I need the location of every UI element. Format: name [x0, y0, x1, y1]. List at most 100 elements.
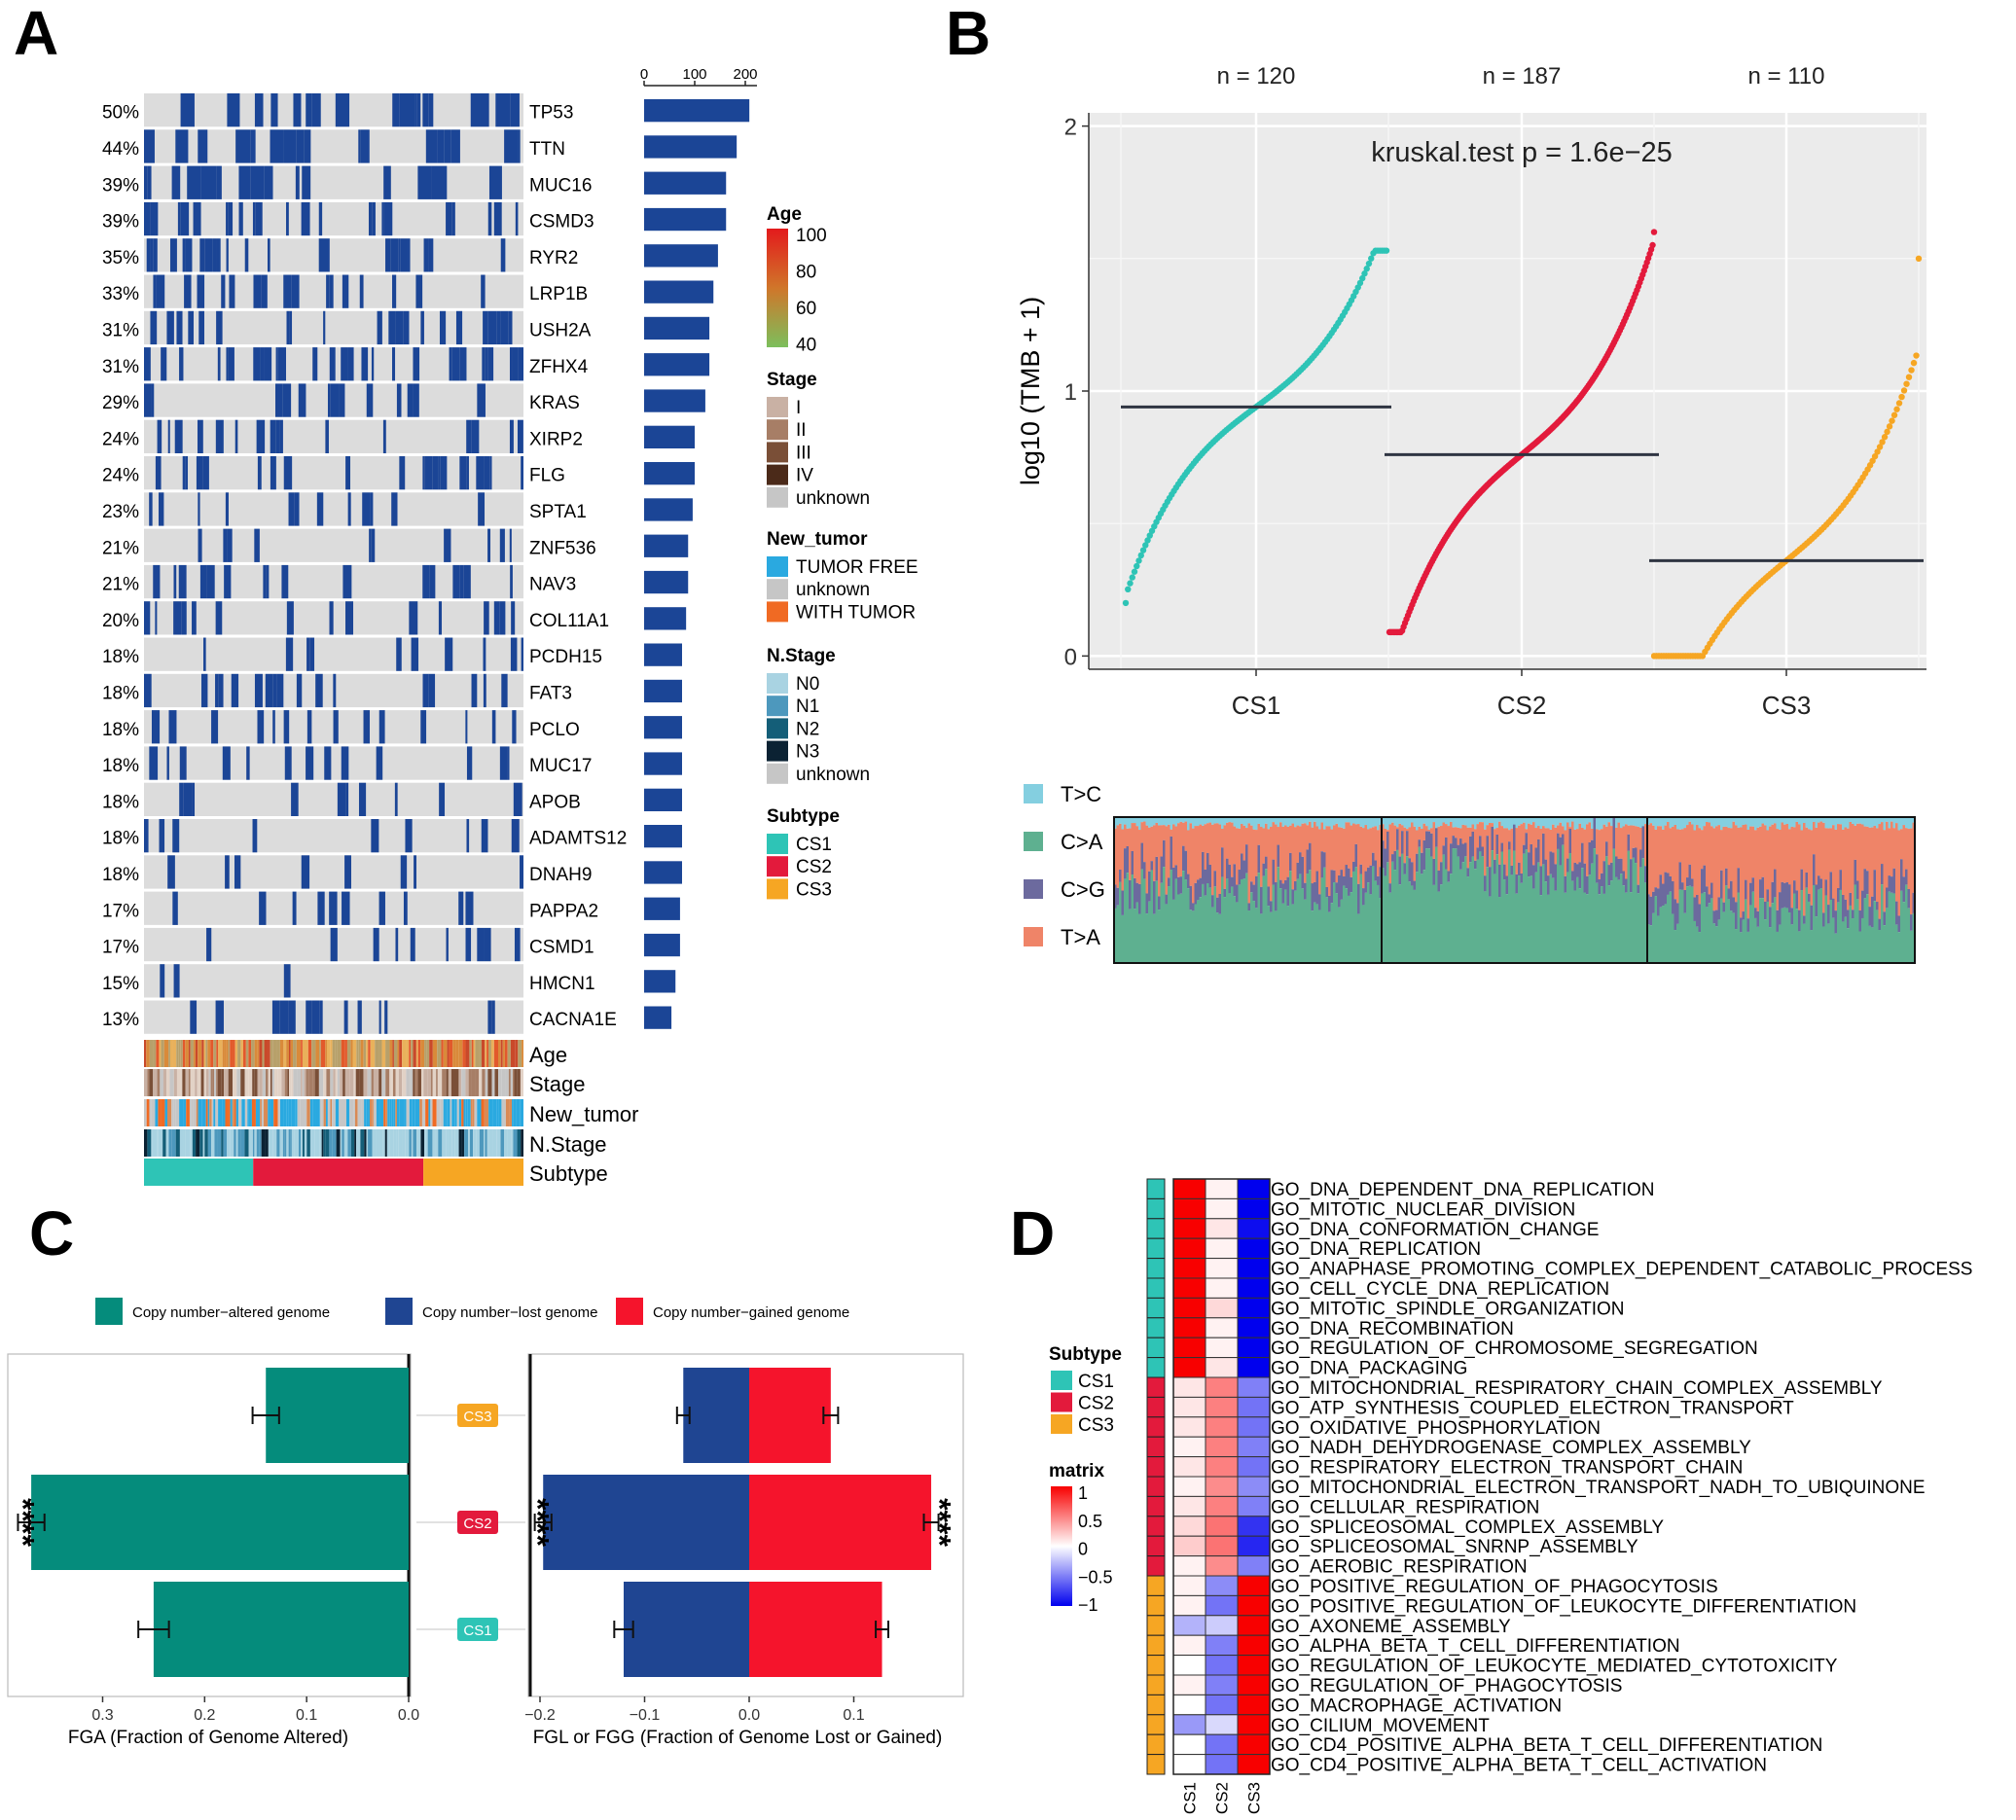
spectrum-bar-segment	[1241, 817, 1243, 824]
spectrum-bar-segment	[1881, 864, 1884, 885]
spectrum-bar-segment	[1177, 817, 1180, 824]
spectrum-bar-segment	[1352, 823, 1355, 862]
spectrum-bar-segment	[1912, 817, 1916, 823]
spectrum-bar-segment	[1275, 824, 1278, 882]
age-legend-tick: 100	[796, 226, 827, 246]
spectrum-bar-segment	[1698, 817, 1702, 829]
spectrum-bar-segment	[1459, 828, 1462, 839]
mutation-cell	[311, 93, 321, 127]
spectrum-bar-segment	[1902, 876, 1906, 903]
spectrum-bar-segment	[1732, 912, 1736, 963]
x-axis-tick-label: CS2	[1497, 691, 1547, 720]
spectrum-bar-segment	[1532, 865, 1535, 889]
gene-name: TTN	[529, 139, 565, 160]
spectrum-bar-segment	[1464, 817, 1467, 826]
tmb-point	[1898, 393, 1905, 401]
heatmap-cell	[1205, 1655, 1239, 1676]
mutation-cell	[484, 456, 490, 490]
annotation-cell	[309, 1129, 315, 1157]
mutation-cell	[455, 310, 463, 345]
spectrum-bar-segment	[1413, 826, 1417, 881]
mutation-cell	[215, 419, 224, 453]
spectrum-bar-segment	[1140, 842, 1144, 870]
spectrum-bar-segment	[1610, 862, 1613, 881]
spectrum-bar-segment	[1659, 826, 1663, 875]
spectrum-bar-segment	[1534, 817, 1538, 829]
subtype-track-segment	[144, 1159, 254, 1186]
annotation-cell	[357, 1099, 362, 1126]
spectrum-bar-segment	[1701, 893, 1704, 963]
spectrum-bar-segment	[1742, 825, 1746, 912]
spectrum-bar-segment	[1284, 889, 1287, 963]
spectrum-bar-segment	[1662, 817, 1665, 830]
spectrum-bar-segment	[1330, 817, 1334, 830]
mutation-cell	[429, 564, 436, 599]
spectrum-bar-segment	[1272, 859, 1276, 885]
mutation-cell	[392, 274, 397, 308]
annotation-cell	[360, 1129, 365, 1157]
gene-percent: 21%	[102, 538, 139, 558]
mutation-cell	[413, 383, 419, 417]
spectrum-bar-segment	[1868, 907, 1872, 926]
spectrum-bar-segment	[1379, 898, 1383, 963]
annotation-cell	[392, 1040, 394, 1067]
spectrum-bar-segment	[1255, 908, 1258, 963]
mutation-cell	[510, 564, 513, 599]
spectrum-bar-segment	[1479, 836, 1482, 852]
spectrum-bar-segment	[1824, 817, 1828, 829]
spectrum-bar-segment	[1571, 817, 1574, 822]
mutation-cell	[182, 238, 186, 272]
spectrum-bar-segment	[1350, 817, 1353, 826]
spectrum-bar-segment	[1464, 856, 1467, 963]
spectrum-bar-segment	[1549, 817, 1553, 830]
spectrum-bar-segment	[1172, 817, 1175, 825]
spectrum-bar-segment	[1484, 817, 1487, 830]
spectrum-bar-segment	[1566, 817, 1569, 823]
spectrum-bar-segment	[1876, 828, 1879, 903]
mutation-cell	[382, 419, 386, 453]
spectrum-bar-segment	[1416, 853, 1419, 873]
spectrum-bar-segment	[1513, 817, 1516, 830]
spectrum-bar-segment	[1325, 886, 1329, 898]
spectrum-bar-segment	[1476, 817, 1480, 825]
spectrum-bar-segment	[1286, 876, 1290, 907]
spectrum-bar-segment	[1785, 908, 1789, 963]
annotation-cell	[406, 1040, 410, 1067]
annotation-cell	[290, 1129, 292, 1157]
mutation-cell	[293, 93, 302, 127]
spectrum-bar-segment	[1422, 839, 1426, 871]
mutation-cell	[257, 456, 262, 490]
spectrum-bar-segment	[1571, 880, 1574, 963]
spectrum-bar-segment	[1320, 817, 1324, 823]
spectrum-bar-segment	[1615, 856, 1618, 877]
spectrum-bar-segment	[1328, 911, 1331, 963]
annotation-cell	[387, 1099, 390, 1126]
spectrum-bar-segment	[1505, 828, 1509, 876]
annotation-cell	[470, 1129, 474, 1157]
spectrum-bar-segment	[1866, 871, 1869, 895]
annotation-cell	[270, 1069, 272, 1096]
annotation-cell	[345, 1099, 350, 1126]
spectrum-bar-segment	[1388, 817, 1392, 825]
spectrum-bar-segment	[1362, 817, 1365, 829]
annotation-cell	[367, 1069, 372, 1096]
spectrum-bar-segment	[1377, 830, 1380, 876]
tmb-point	[1879, 439, 1886, 446]
spectrum-bar-segment	[1498, 817, 1501, 822]
legend-title: Subtype	[1049, 1344, 1122, 1365]
x-axis-tick-label: 0.0	[738, 1707, 760, 1724]
heatmap-cell	[1172, 1733, 1206, 1756]
spectrum-bar-segment	[1878, 918, 1882, 931]
spectrum-bar-segment	[1528, 852, 1530, 877]
spectrum-bar-segment	[1194, 904, 1198, 963]
spectrum-bar-segment	[1698, 828, 1702, 905]
spectrum-bar-segment	[1318, 829, 1321, 895]
mutation-cell	[471, 673, 478, 708]
spectrum-bar-segment	[1798, 824, 1801, 910]
mutation-cell	[306, 1000, 312, 1034]
annotation-cell	[244, 1129, 249, 1157]
spectrum-bar-segment	[1542, 817, 1545, 827]
mutation-cell	[265, 673, 273, 708]
spectrum-bar-segment	[1883, 911, 1887, 926]
mutation-cell	[279, 1000, 289, 1034]
